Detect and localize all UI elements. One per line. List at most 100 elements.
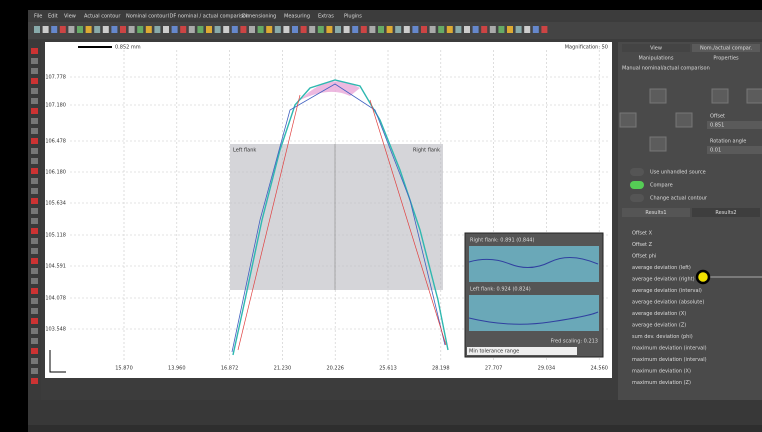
toolbar-button[interactable]	[163, 26, 169, 33]
toolbar-button[interactable]	[541, 26, 548, 33]
toolbar-button[interactable]	[429, 26, 436, 33]
toolbar-button[interactable]	[421, 26, 427, 33]
menu-item[interactable]: Plugins	[344, 14, 362, 20]
side-tool-button[interactable]	[31, 48, 38, 54]
toolbar-button[interactable]	[335, 26, 341, 33]
side-tool-button[interactable]	[31, 158, 38, 164]
nudge-button[interactable]	[619, 112, 637, 128]
toggle[interactable]	[630, 168, 644, 176]
toolbar-button[interactable]	[34, 26, 40, 33]
side-tool-button[interactable]	[31, 338, 38, 344]
toolbar-button[interactable]	[154, 26, 161, 33]
toolbar-button[interactable]	[515, 26, 522, 33]
side-tool-button[interactable]	[31, 368, 38, 374]
side-tool-button[interactable]	[31, 218, 38, 224]
menu-item[interactable]: Actual contour	[84, 14, 121, 20]
toolbar-button[interactable]	[197, 26, 204, 33]
nudge-button[interactable]	[649, 88, 667, 104]
toolbar-button[interactable]	[360, 26, 367, 33]
side-tool-button[interactable]	[31, 278, 38, 284]
toolbar-button[interactable]	[446, 26, 453, 33]
side-tool-button[interactable]	[31, 248, 38, 254]
side-tool-button[interactable]	[31, 358, 38, 364]
toolbar-button[interactable]	[403, 26, 410, 33]
toolbar-button[interactable]	[507, 26, 513, 33]
side-tool-button[interactable]	[31, 298, 38, 304]
toolbar-button[interactable]	[326, 26, 333, 33]
menu-item[interactable]: Extras	[318, 14, 334, 20]
nudge-button[interactable]	[711, 88, 729, 104]
toolbar-button[interactable]	[257, 26, 264, 33]
side-tool-button[interactable]	[31, 88, 38, 94]
field[interactable]	[707, 121, 762, 129]
side-tool-button[interactable]	[31, 118, 38, 124]
field[interactable]	[707, 146, 762, 154]
toolbar-button[interactable]	[171, 26, 178, 33]
toolbar-button[interactable]	[240, 26, 247, 33]
toolbar-button[interactable]	[180, 26, 187, 33]
side-tool-button[interactable]	[31, 68, 38, 74]
toolbar-button[interactable]	[292, 26, 298, 33]
toolbar-button[interactable]	[532, 26, 539, 33]
toolbar-button[interactable]	[214, 26, 221, 33]
subtab-label[interactable]: Properties	[713, 56, 739, 62]
toolbar-button[interactable]	[498, 26, 505, 33]
toolbar-button[interactable]	[438, 26, 445, 33]
toolbar-button[interactable]	[481, 26, 488, 33]
side-tool-button[interactable]	[31, 198, 38, 204]
side-tool-button[interactable]	[31, 108, 38, 114]
toolbar-button[interactable]	[120, 26, 126, 33]
toolbar-button[interactable]	[59, 26, 66, 33]
side-tool-button[interactable]	[31, 148, 38, 154]
toolbar-button[interactable]	[249, 26, 255, 33]
toolbar-button[interactable]	[42, 26, 49, 33]
nudge-button[interactable]	[649, 136, 667, 152]
side-tool-button[interactable]	[31, 128, 38, 134]
subtab-label[interactable]: Manipulations	[639, 56, 674, 62]
toolbar-button[interactable]	[352, 26, 359, 33]
side-tool-button[interactable]	[31, 188, 38, 194]
tab[interactable]	[622, 44, 690, 52]
toolbar-button[interactable]	[68, 26, 75, 33]
menu-item[interactable]: Dimensioning	[242, 14, 276, 20]
toolbar-button[interactable]	[77, 26, 83, 33]
side-tool-button[interactable]	[31, 318, 38, 324]
side-tool-button[interactable]	[31, 268, 38, 274]
side-tool-button[interactable]	[31, 178, 38, 184]
toolbar-button[interactable]	[395, 26, 402, 33]
toolbar-button[interactable]	[94, 26, 101, 33]
side-tool-button[interactable]	[31, 138, 38, 144]
toggle[interactable]	[630, 194, 644, 202]
side-tool-button[interactable]	[31, 168, 38, 174]
dropdown[interactable]	[467, 347, 577, 355]
toolbar-button[interactable]	[128, 26, 135, 33]
side-tool-button[interactable]	[31, 258, 38, 264]
nudge-button[interactable]	[746, 88, 762, 104]
toolbar-button[interactable]	[283, 26, 290, 33]
toolbar-button[interactable]	[274, 26, 281, 33]
side-tool-button[interactable]	[31, 288, 38, 294]
toolbar-button[interactable]	[524, 26, 531, 33]
menu-item[interactable]: Edit	[48, 14, 58, 20]
toolbar-button[interactable]	[464, 26, 470, 33]
toolbar-button[interactable]	[317, 26, 324, 33]
side-tool-button[interactable]	[31, 348, 38, 354]
toolbar-button[interactable]	[266, 26, 273, 33]
toolbar-button[interactable]	[455, 26, 462, 33]
menu-item[interactable]: Nominal contour	[126, 14, 168, 20]
toolbar-button[interactable]	[378, 26, 384, 33]
toolbar-button[interactable]	[51, 26, 58, 33]
menu-item[interactable]: IDF nominal / actual comparison	[168, 14, 249, 20]
toggle[interactable]	[630, 181, 644, 189]
toolbar-button[interactable]	[145, 26, 152, 33]
toolbar-button[interactable]	[188, 26, 195, 33]
side-tool-button[interactable]	[31, 378, 38, 384]
toolbar-button[interactable]	[343, 26, 350, 33]
toolbar-button[interactable]	[102, 26, 109, 33]
menu-item[interactable]: View	[64, 14, 76, 20]
toolbar-button[interactable]	[85, 26, 92, 33]
side-tool-button[interactable]	[31, 78, 38, 84]
side-tool-button[interactable]	[31, 328, 38, 334]
toolbar-button[interactable]	[206, 26, 212, 33]
side-tool-button[interactable]	[31, 238, 38, 244]
